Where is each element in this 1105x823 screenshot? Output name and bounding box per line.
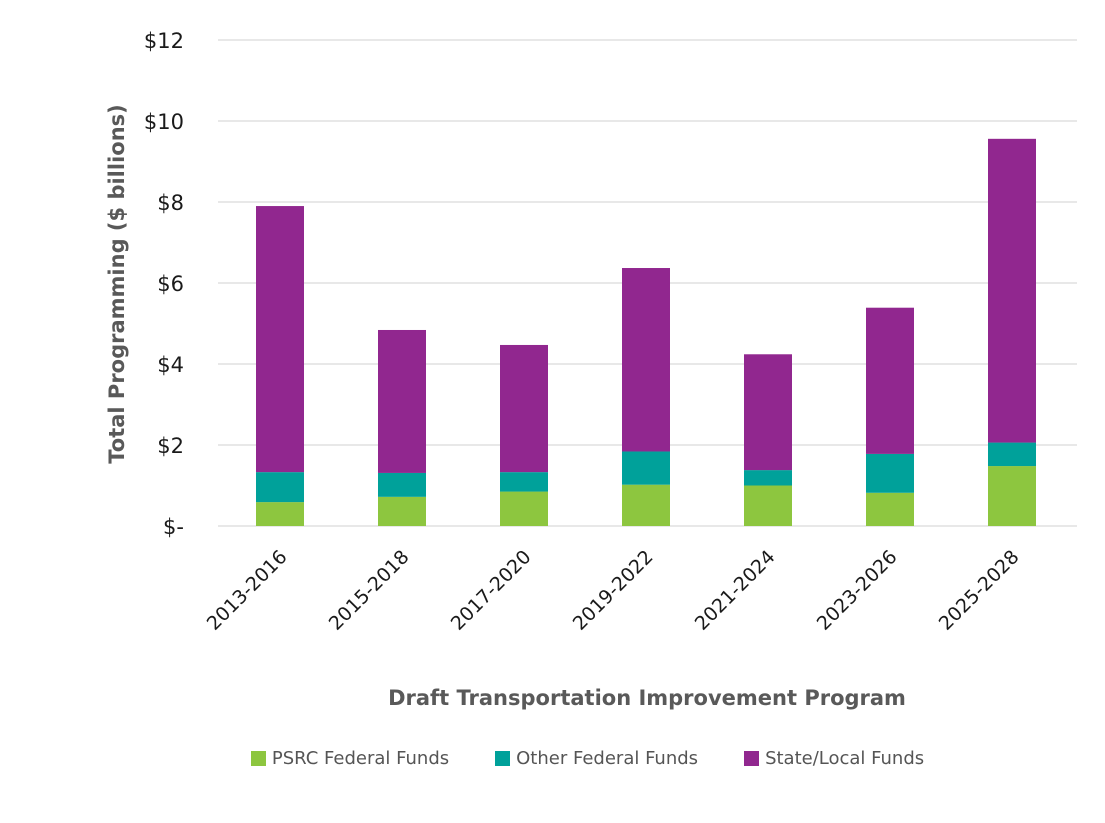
bar-segment — [256, 502, 304, 526]
bar-segment — [744, 485, 792, 526]
bar-segment — [988, 466, 1036, 526]
x-tick-label: 2023-2026 — [813, 546, 902, 635]
bar-segment — [378, 472, 426, 497]
x-tick-label: 2025-2028 — [935, 546, 1024, 635]
bar-stack — [744, 354, 792, 526]
bar-segment — [622, 484, 670, 526]
y-tick-label: $10 — [144, 110, 184, 134]
y-axis-ticks: $- $2 $4 $6 $8 $10 $12 — [144, 29, 184, 539]
bar-segment — [378, 496, 426, 526]
bar-segment — [500, 344, 548, 473]
legend-item-other-federal: Other Federal Funds — [495, 748, 698, 769]
y-axis-title: Total Programming ($ billions) — [105, 104, 129, 464]
bar-segment — [622, 268, 670, 452]
legend-label: PSRC Federal Funds — [271, 747, 450, 769]
x-axis-title: Draft Transportation Improvement Program — [388, 686, 906, 710]
bar-stack — [256, 206, 304, 526]
bar-segment — [622, 451, 670, 485]
bar-segment — [744, 470, 792, 486]
bar-stack — [988, 138, 1036, 526]
legend-label: State/Local Funds — [765, 747, 925, 769]
x-tick-label: 2015-2018 — [325, 546, 414, 635]
legend: PSRC Federal Funds Other Federal Funds S… — [0, 744, 1105, 772]
y-tick-label: $6 — [157, 272, 184, 296]
x-axis-ticks: 2013-2016 2015-2018 2017-2020 2019-2022 2021… — [203, 546, 1024, 635]
legend-swatch — [495, 750, 511, 766]
bar-segment — [744, 354, 792, 471]
bar-segment — [988, 138, 1036, 443]
stacked-bar-chart: $- $2 $4 $6 $8 $10 $12 2013-2016 2015-2018 2017-… — [105, 29, 1077, 710]
x-tick-label: 2017-2020 — [447, 546, 536, 635]
bar-segment — [500, 491, 548, 526]
bar-segment — [866, 307, 914, 454]
bar-segment — [256, 206, 304, 473]
bars — [256, 138, 1036, 526]
legend-item-psrc-federal: PSRC Federal Funds — [250, 747, 450, 769]
bar-segment — [866, 453, 914, 493]
legend-swatch — [744, 750, 760, 766]
y-tick-label: $12 — [144, 29, 184, 53]
y-tick-label: $2 — [157, 434, 184, 458]
y-tick-label: $4 — [157, 353, 184, 377]
x-tick-label: 2013-2016 — [203, 546, 292, 635]
bar-stack — [622, 268, 670, 526]
bar-segment — [256, 472, 304, 503]
bar-segment — [866, 492, 914, 526]
bar-segment — [988, 442, 1036, 467]
bar-segment — [378, 329, 426, 473]
x-tick-label: 2019-2022 — [569, 546, 658, 635]
legend-item-state-local: State/Local Funds — [744, 748, 924, 769]
bar-stack — [500, 344, 548, 526]
x-tick-label: 2021-2024 — [691, 546, 780, 635]
legend-label: Other Federal Funds — [516, 747, 699, 769]
y-tick-label: $- — [163, 515, 184, 539]
bar-segment — [500, 472, 548, 492]
bar-stack — [866, 307, 914, 526]
y-tick-label: $8 — [157, 191, 184, 215]
legend-swatch — [250, 750, 266, 766]
bar-stack — [378, 329, 426, 526]
